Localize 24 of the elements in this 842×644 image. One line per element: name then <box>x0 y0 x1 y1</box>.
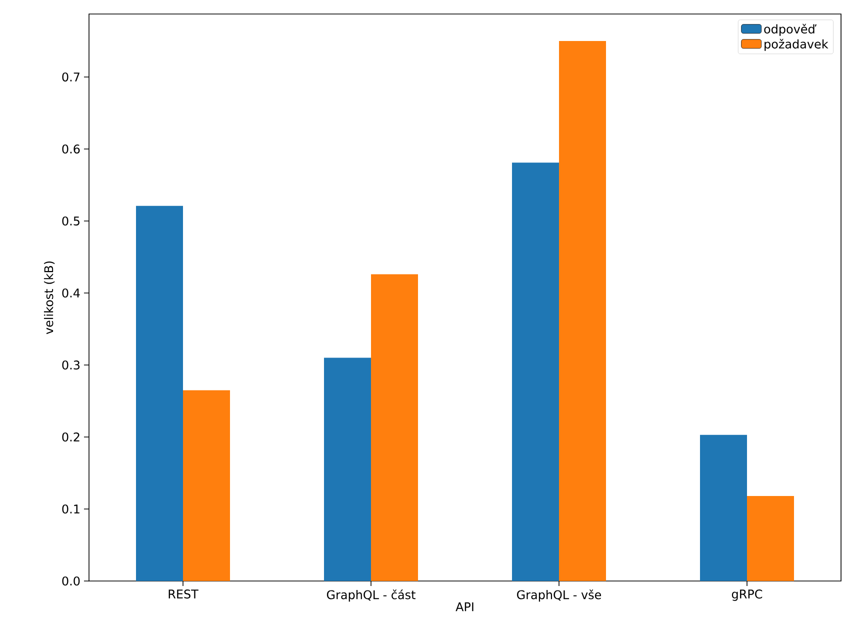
y-tick-label: 0.7 <box>62 72 80 82</box>
y-tick-label: 0.4 <box>62 288 80 298</box>
bar <box>747 496 794 581</box>
bar <box>512 162 560 581</box>
legend-label: odpověď <box>764 24 817 36</box>
bar <box>700 434 748 581</box>
y-axis-title: velikost (kB) <box>44 261 55 334</box>
bar <box>183 390 230 581</box>
bar <box>324 358 372 581</box>
x-axis-title: API <box>456 602 474 612</box>
y-tick-label: 0.3 <box>62 360 80 370</box>
x-tick-label: GraphQL - část <box>326 590 416 602</box>
y-tick-label: 0.5 <box>62 216 80 226</box>
x-tick-label: GraphQL - vše <box>517 590 602 602</box>
x-tick-label: gRPC <box>732 590 762 601</box>
y-tick-label: 0.2 <box>62 432 80 442</box>
bar <box>136 206 183 581</box>
legend-label: požadavek <box>764 38 828 51</box>
bar <box>559 40 606 581</box>
y-tick-label: 0.1 <box>62 504 80 514</box>
y-tick-label: 0.6 <box>62 144 80 154</box>
y-tick-label: 0.0 <box>62 576 80 586</box>
x-tick-label: REST <box>168 590 198 599</box>
bar <box>371 274 418 581</box>
